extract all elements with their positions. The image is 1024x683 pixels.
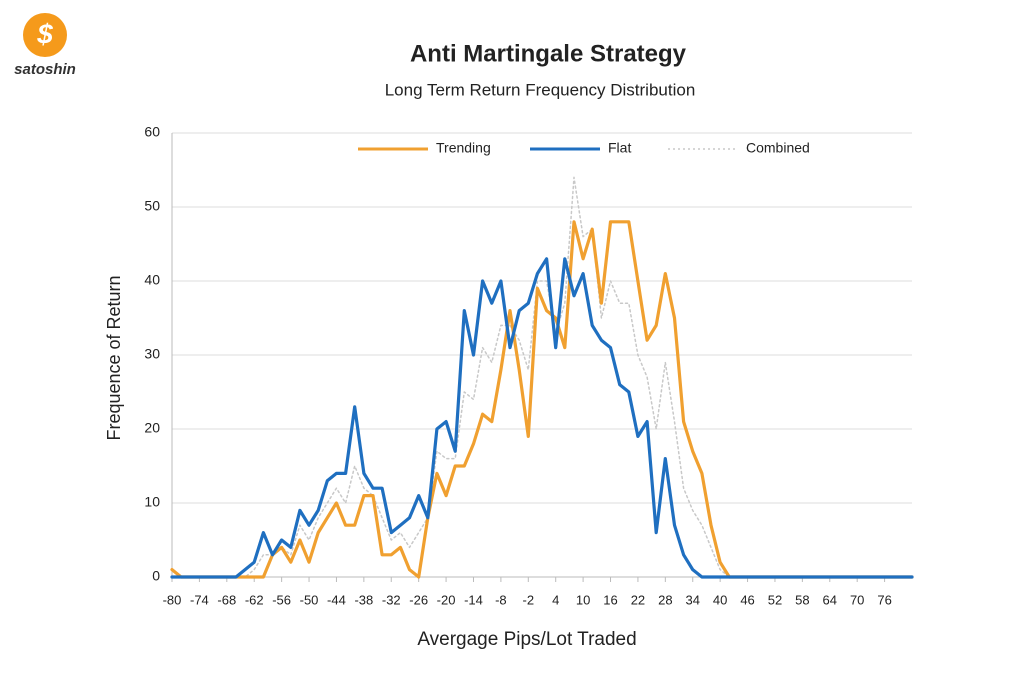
- x-tick-label: -20: [437, 592, 456, 607]
- x-tick-label: -62: [245, 592, 264, 607]
- x-tick-label: 64: [823, 592, 837, 607]
- x-tick-label: 46: [740, 592, 754, 607]
- x-tick-label: 70: [850, 592, 864, 607]
- y-tick-label: 30: [144, 346, 160, 362]
- x-tick-label: -44: [327, 592, 346, 607]
- x-tick-label: 4: [552, 592, 559, 607]
- x-tick-label: -38: [354, 592, 373, 607]
- x-tick-label: -14: [464, 592, 483, 607]
- y-tick-label: 20: [144, 420, 160, 436]
- legend-label: Combined: [746, 140, 810, 156]
- x-tick-label: 22: [631, 592, 645, 607]
- x-tick-label: -50: [300, 592, 319, 607]
- x-tick-label: 10: [576, 592, 590, 607]
- y-tick-label: 10: [144, 494, 160, 510]
- y-tick-label: 0: [152, 568, 160, 584]
- chart-subtitle: Long Term Return Frequency Distribution: [385, 80, 696, 99]
- x-tick-label: 76: [877, 592, 891, 607]
- series-line: [170, 257, 914, 579]
- y-tick-label: 60: [144, 124, 160, 140]
- legend-label: Trending: [436, 140, 491, 156]
- x-tick-label: -32: [382, 592, 401, 607]
- x-tick-label: 52: [768, 592, 782, 607]
- x-tick-label: -68: [217, 592, 236, 607]
- series-line: [170, 220, 914, 579]
- x-tick-label: -74: [190, 592, 209, 607]
- y-axis-label: Frequence of Return: [104, 275, 124, 440]
- x-tick-label: -26: [409, 592, 428, 607]
- x-tick-label: -2: [523, 592, 535, 607]
- x-axis-label: Avergage Pips/Lot Traded: [417, 629, 636, 650]
- x-tick-label: 40: [713, 592, 727, 607]
- series-line: [171, 176, 913, 578]
- x-tick-label: 58: [795, 592, 809, 607]
- y-tick-label: 50: [144, 198, 160, 214]
- logo-symbol: $: [36, 18, 53, 49]
- chart-title: Anti Martingale Strategy: [410, 40, 687, 67]
- legend-label: Flat: [608, 140, 631, 156]
- x-tick-label: 28: [658, 592, 672, 607]
- x-tick-label: 34: [686, 592, 700, 607]
- x-tick-label: 16: [603, 592, 617, 607]
- logo-text: satoshin: [14, 61, 76, 78]
- x-tick-label: -80: [163, 592, 182, 607]
- logo-icon: [23, 13, 67, 57]
- x-tick-label: -8: [495, 592, 507, 607]
- y-tick-label: 40: [144, 272, 160, 288]
- x-tick-label: -56: [272, 592, 291, 607]
